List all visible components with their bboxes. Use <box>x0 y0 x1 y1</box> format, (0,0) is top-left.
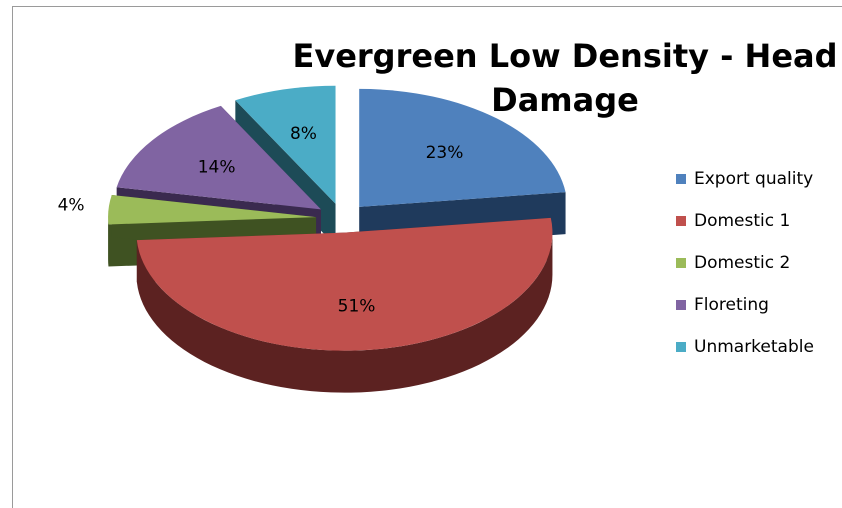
data-label: 14% <box>198 157 236 177</box>
legend: Export quality Domestic 1 Domestic 2 Flo… <box>676 158 814 368</box>
legend-swatch <box>676 174 686 184</box>
legend-swatch <box>676 216 686 226</box>
legend-label: Export quality <box>694 169 814 189</box>
legend-label: Domestic 1 <box>694 211 791 231</box>
legend-label: Floreting <box>694 295 769 315</box>
legend-item: Unmarketable <box>676 326 814 368</box>
legend-swatch <box>676 300 686 310</box>
chart-title-line-2: Damage <box>491 81 639 119</box>
pie-slice-domestic-1 <box>136 217 553 351</box>
legend-item: Domestic 1 <box>676 200 814 242</box>
data-label: 51% <box>338 297 376 317</box>
chart-title: Evergreen Low Density - Head Damage <box>270 34 842 122</box>
pie-slice-unmarketable <box>235 85 336 204</box>
legend-item: Export quality <box>676 158 814 200</box>
pie-slice-domestic-2 <box>108 194 317 225</box>
legend-label: Unmarketable <box>694 337 814 357</box>
pie-slice-floreting <box>116 105 321 210</box>
legend-item: Floreting <box>676 284 814 326</box>
legend-item: Domestic 2 <box>676 242 814 284</box>
pie-slice-export-quality <box>359 88 566 207</box>
legend-swatch <box>676 342 686 352</box>
data-label: 8% <box>290 124 317 144</box>
data-label: 23% <box>426 143 464 163</box>
legend-swatch <box>676 258 686 268</box>
data-label: 4% <box>58 195 85 215</box>
chart-title-line-1: Evergreen Low Density - Head <box>292 37 838 75</box>
legend-label: Domestic 2 <box>694 253 791 273</box>
pie-slice-side <box>136 232 553 393</box>
